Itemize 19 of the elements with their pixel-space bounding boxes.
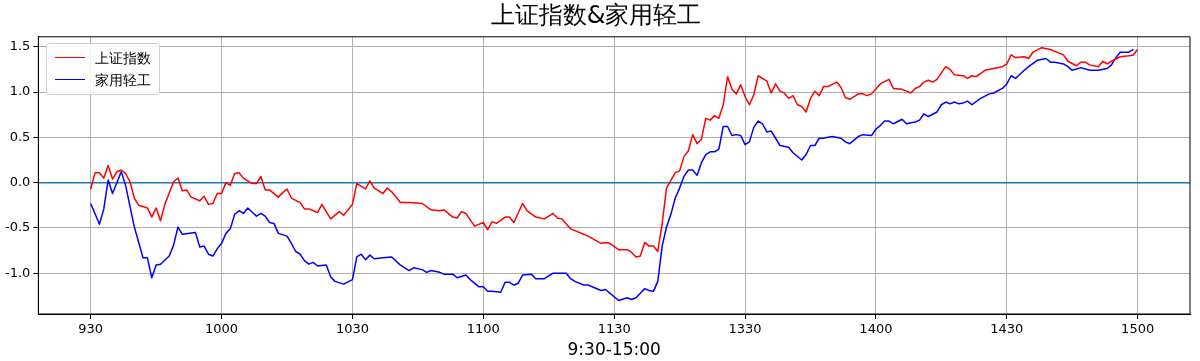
x-tick-label: 1430: [990, 321, 1024, 337]
x-tick-label: 1500: [1121, 321, 1155, 337]
y-tick-label: 1.0: [9, 83, 31, 99]
x-tick-label: 1130: [597, 321, 631, 337]
legend-label: 家用轻工: [95, 70, 152, 90]
x-tick-label: 1100: [466, 321, 500, 337]
x-tick-label: 1000: [205, 321, 239, 337]
y-tick-label: -1.0: [4, 264, 31, 280]
y-tick-label: 1.5: [9, 38, 31, 54]
x-axis-title: 9:30-15:00: [567, 339, 661, 360]
legend-label: 上证指数: [95, 48, 152, 68]
y-tick-label: -0.5: [4, 219, 31, 235]
x-tick-label: 1030: [335, 321, 369, 337]
chart-title: 上证指数&家用轻工: [490, 0, 702, 29]
x-tick-label: 930: [78, 321, 104, 337]
x-tick-label: 1400: [859, 321, 893, 337]
x-tick-label: 1330: [728, 321, 762, 337]
y-tick-label: 0.0: [9, 174, 31, 190]
y-tick-label: 0.5: [9, 128, 31, 144]
